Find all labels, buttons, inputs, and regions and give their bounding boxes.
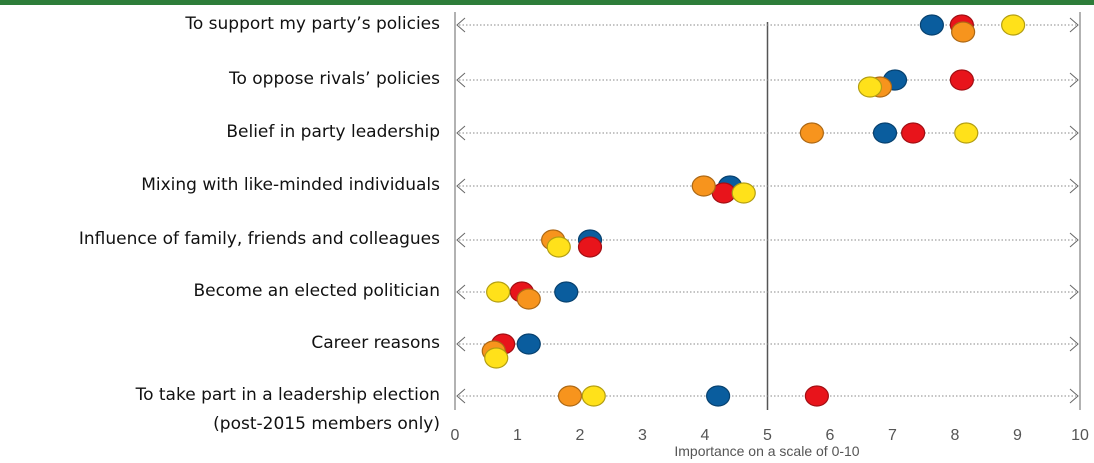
dot (486, 281, 511, 303)
dot (799, 122, 824, 144)
dot (516, 333, 541, 355)
dot (546, 236, 571, 258)
x-tick-label: 9 (1013, 427, 1022, 444)
arrow-left (456, 72, 466, 88)
category-label: Career reasons (311, 333, 440, 353)
arrow-left (456, 284, 466, 300)
x-tick-label: 1 (513, 427, 522, 444)
dot (901, 122, 926, 144)
dot (919, 14, 944, 36)
category-label: Belief in party leadership (226, 122, 440, 142)
arrow-left (456, 178, 466, 194)
arrow-right (1069, 336, 1079, 352)
arrow-left (456, 125, 466, 141)
arrow-right (1069, 72, 1079, 88)
x-tick-label: 2 (576, 427, 585, 444)
category-label: Mixing with like-minded individuals (141, 175, 440, 195)
dot (516, 288, 541, 310)
x-tick-label: 5 (763, 427, 772, 444)
x-tick-label: 6 (826, 427, 835, 444)
arrow-right (1069, 284, 1079, 300)
arrow-right (1069, 125, 1079, 141)
category-label: To oppose rivals’ policies (228, 69, 440, 89)
dot (804, 385, 829, 407)
dot (951, 21, 976, 43)
dot (1001, 14, 1026, 36)
arrow-right (1069, 232, 1079, 248)
dot (949, 69, 974, 91)
dot (872, 122, 898, 144)
dot (484, 347, 509, 369)
x-tick-label: 0 (451, 427, 460, 444)
x-axis-title: Importance on a scale of 0-10 (674, 443, 859, 459)
dot (557, 385, 583, 407)
arrow-left (456, 388, 466, 404)
category-label: To take part in a leadership election (p… (135, 385, 440, 434)
dot (577, 236, 603, 258)
arrow-right (1069, 178, 1079, 194)
dot (857, 76, 883, 98)
top-bar (0, 0, 1094, 5)
dot (731, 182, 756, 204)
x-tick-label: 10 (1071, 427, 1089, 444)
dot (581, 385, 606, 407)
arrow-left (456, 336, 466, 352)
arrow-right (1069, 388, 1079, 404)
x-tick-label: 7 (888, 427, 897, 444)
arrow-right (1069, 17, 1079, 33)
arrow-left (456, 232, 466, 248)
category-label: To support my party’s policies (185, 14, 440, 34)
dot (954, 122, 979, 144)
x-tick-label: 4 (701, 427, 710, 444)
category-label: Become an elected politician (193, 281, 440, 301)
dot (691, 175, 716, 197)
dot (706, 385, 731, 407)
x-tick-label: 3 (638, 427, 647, 444)
category-label: Influence of family, friends and colleag… (78, 229, 440, 249)
x-tick-label: 8 (951, 427, 960, 444)
arrow-left (456, 17, 466, 33)
dot (554, 281, 579, 303)
